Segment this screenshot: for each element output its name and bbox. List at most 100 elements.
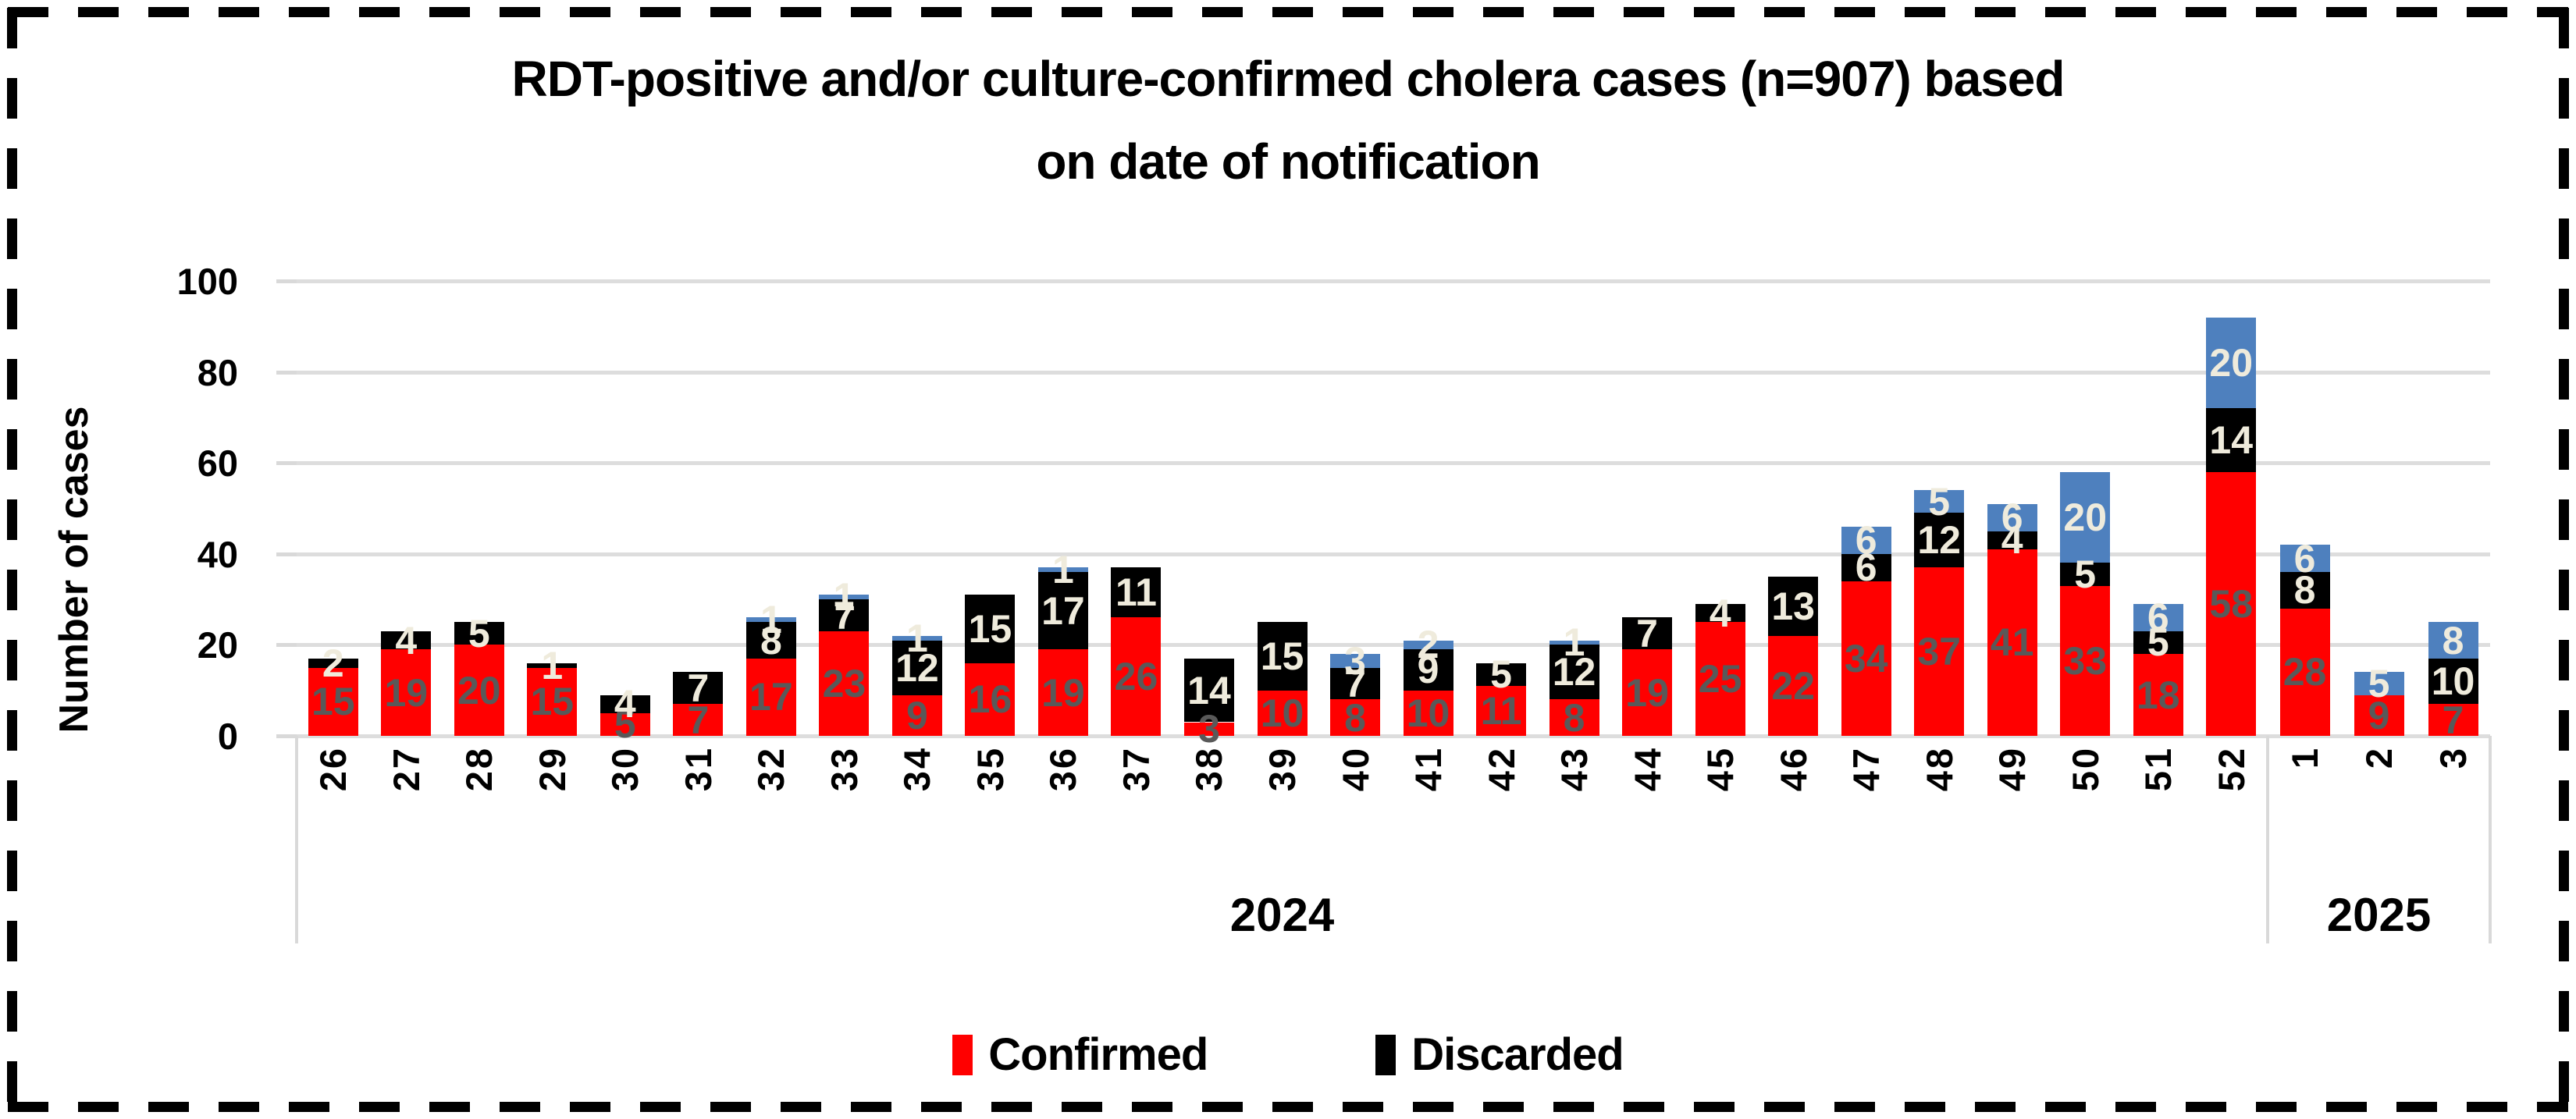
week-number: 30 bbox=[604, 746, 646, 792]
bar-value-label: 3 bbox=[1198, 707, 1220, 751]
series-2-bar-week-34 bbox=[891, 635, 942, 641]
bar-value-label: 25 bbox=[1698, 657, 1742, 702]
Confirmed-bar-week-47 bbox=[1841, 581, 1891, 736]
x-axis-label-week-32: 32 bbox=[735, 746, 808, 863]
chart-title-line-2: on date of notification bbox=[1036, 133, 1540, 190]
week-number: 44 bbox=[1626, 746, 1668, 792]
y-axis-tick-label: 40 bbox=[197, 533, 238, 575]
Confirmed-bar-week-2 bbox=[2354, 694, 2404, 736]
Discarded-bar-week-31 bbox=[673, 672, 724, 705]
x-axis-label-week-41: 41 bbox=[1392, 746, 1465, 863]
series-2-bar-week-41 bbox=[1403, 640, 1453, 650]
bar-value-label: 6 bbox=[1855, 545, 1877, 590]
Confirmed-bar-week-34 bbox=[891, 694, 942, 736]
Discarded-bar-week-49 bbox=[1987, 531, 2037, 549]
Discarded-bar-week-38 bbox=[1183, 658, 1234, 723]
bar-value-label: 33 bbox=[2063, 638, 2108, 683]
Discarded-bar-week-33 bbox=[819, 599, 870, 631]
Confirmed-bar-week-49 bbox=[1987, 549, 2037, 736]
bar-value-label: 15 bbox=[1260, 634, 1304, 678]
Confirmed-bar-week-39 bbox=[1257, 690, 1308, 736]
bar-value-label: 1 bbox=[833, 575, 856, 620]
x-axis-label-week-50: 50 bbox=[2048, 746, 2122, 863]
Confirmed-bar-week-43 bbox=[1549, 699, 1599, 736]
series-2-bar-week-2 bbox=[2354, 672, 2404, 695]
bar-value-label: 34 bbox=[1844, 636, 1888, 680]
x-axis-year-label-2025: 2025 bbox=[2326, 889, 2432, 941]
bar-value-label: 19 bbox=[1041, 670, 1085, 715]
week-number: 45 bbox=[1699, 746, 1742, 792]
y-axis-tick-label: 80 bbox=[197, 351, 238, 393]
Confirmed-bar-week-35 bbox=[965, 663, 1016, 736]
x-axis-label-week-47: 47 bbox=[1830, 746, 1903, 863]
Discarded-bar-week-29 bbox=[527, 663, 578, 668]
x-axis-label-week-27: 27 bbox=[370, 746, 443, 863]
bar-value-label: 8 bbox=[1563, 695, 1585, 740]
Confirmed-bar-week-46 bbox=[1768, 635, 1819, 736]
week-number: 26 bbox=[312, 746, 354, 792]
gridline bbox=[297, 461, 2490, 466]
x-axis-label-week-3: 3 bbox=[2416, 746, 2490, 863]
bar-value-label: 58 bbox=[2209, 581, 2254, 626]
bar-value-label: 7 bbox=[1636, 611, 1658, 655]
Confirmed-bar-week-29 bbox=[527, 667, 578, 736]
x-axis-label-week-2: 2 bbox=[2342, 746, 2416, 863]
dashed-border-left bbox=[7, 8, 17, 1111]
Discarded-bar-week-46 bbox=[1768, 576, 1819, 636]
Discarded-bar-week-35 bbox=[965, 595, 1016, 663]
week-number: 33 bbox=[823, 746, 865, 792]
x-axis-label-week-35: 35 bbox=[954, 746, 1027, 863]
bar-value-label: 1 bbox=[760, 598, 782, 642]
series-2-bar-week-52 bbox=[2206, 317, 2257, 409]
Discarded-bar-week-30 bbox=[600, 694, 650, 713]
x-axis-label-week-30: 30 bbox=[589, 746, 662, 863]
Discarded-bar-week-26 bbox=[308, 658, 358, 668]
x-axis-year-label-2024: 2024 bbox=[1229, 889, 1335, 941]
x-axis-label-week-29: 29 bbox=[516, 746, 589, 863]
Confirmed-bar-week-33 bbox=[819, 631, 870, 736]
bar-value-label: 20 bbox=[2209, 340, 2254, 385]
x-axis-label-week-52: 52 bbox=[2194, 746, 2268, 863]
dashed-border-top bbox=[8, 7, 2568, 17]
week-number: 39 bbox=[1261, 746, 1303, 792]
chart-title-line-1: RDT-positive and/or culture-confirmed ch… bbox=[511, 51, 2065, 107]
y-axis-tick-label: 20 bbox=[197, 624, 238, 666]
bar-value-label: 5 bbox=[1490, 652, 1512, 697]
bar-value-label: 12 bbox=[895, 645, 939, 690]
bar-value-label: 6 bbox=[2147, 595, 2169, 640]
Discarded-bar-week-45 bbox=[1695, 603, 1745, 623]
legend-label-confirmed: Confirmed bbox=[988, 1029, 1208, 1080]
week-number: 1 bbox=[2284, 746, 2325, 769]
bar-value-label: 9 bbox=[906, 693, 928, 737]
x-axis-label-week-28: 28 bbox=[443, 746, 516, 863]
week-number: 35 bbox=[969, 746, 1011, 792]
dashed-border-right bbox=[2559, 8, 2569, 1111]
axis-group-divider bbox=[295, 736, 298, 943]
week-number: 32 bbox=[750, 746, 792, 792]
bar-value-label: 17 bbox=[1041, 588, 1085, 633]
bar-value-label: 22 bbox=[1771, 663, 1815, 708]
Discarded-bar-week-43 bbox=[1549, 645, 1599, 700]
bar-value-label: 5 bbox=[2147, 620, 2169, 665]
y-axis-tick bbox=[276, 734, 297, 738]
Confirmed-bar-week-41 bbox=[1403, 690, 1453, 736]
series-2-bar-week-49 bbox=[1987, 503, 2037, 531]
series-2-bar-week-43 bbox=[1549, 640, 1599, 645]
x-axis-label-week-48: 48 bbox=[1902, 746, 1976, 863]
week-number: 48 bbox=[1918, 746, 1960, 792]
bar-value-label: 10 bbox=[2431, 659, 2475, 704]
bar-value-label: 18 bbox=[2136, 673, 2180, 717]
bar-value-label: 1 bbox=[906, 616, 928, 660]
Confirmed-bar-week-51 bbox=[2133, 654, 2183, 736]
Discarded-bar-week-34 bbox=[891, 640, 942, 695]
Confirmed-bar-week-37 bbox=[1111, 617, 1162, 736]
Confirmed-bar-week-3 bbox=[2428, 704, 2478, 736]
bar-value-label: 4 bbox=[1709, 591, 1731, 635]
x-axis-label-week-33: 33 bbox=[808, 746, 881, 863]
bar-value-label: 4 bbox=[395, 618, 418, 663]
discarded-swatch-icon bbox=[1375, 1034, 1397, 1075]
week-number: 37 bbox=[1115, 746, 1157, 792]
Confirmed-bar-week-27 bbox=[381, 649, 432, 736]
bar-value-label: 8 bbox=[2293, 568, 2316, 613]
